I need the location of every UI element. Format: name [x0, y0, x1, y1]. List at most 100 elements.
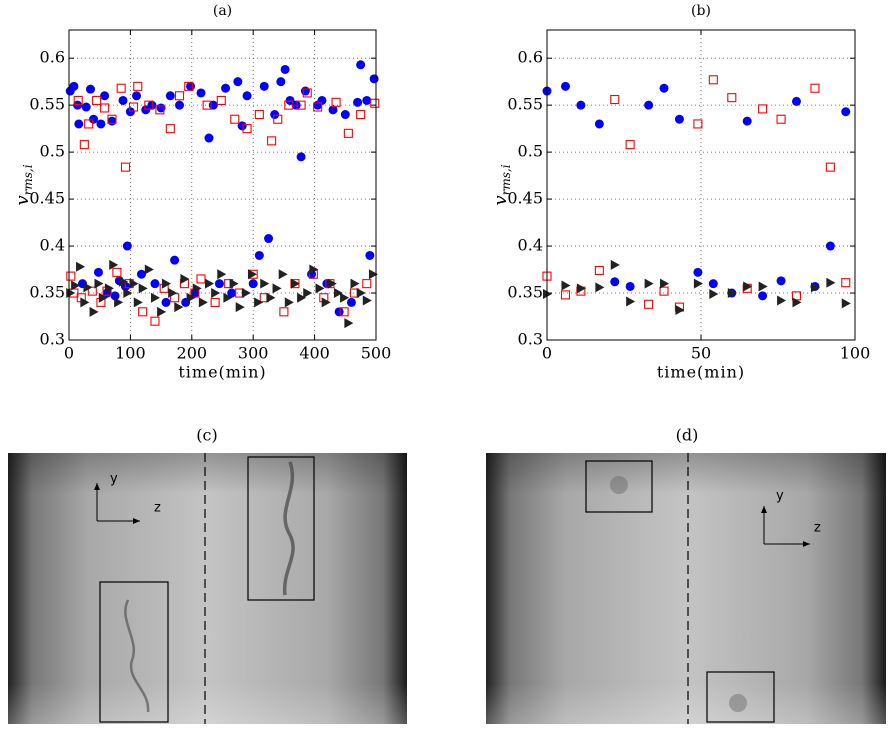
y-axis-subscript: rms,i [499, 164, 513, 195]
y-axis-symbol: v [490, 195, 511, 205]
point [300, 86, 310, 96]
point [210, 297, 220, 307]
point [116, 83, 126, 93]
chart-title: (b) [691, 3, 711, 19]
point [370, 98, 380, 108]
point [353, 97, 363, 107]
point [644, 100, 654, 110]
point [230, 114, 240, 124]
point [675, 304, 685, 315]
point [155, 105, 165, 115]
point [66, 271, 76, 281]
point [276, 77, 286, 87]
point [825, 241, 835, 251]
point [161, 297, 171, 307]
point [259, 81, 269, 91]
point [107, 116, 117, 126]
point [242, 91, 252, 101]
point [144, 100, 154, 110]
point [254, 297, 264, 308]
y-tick-label: 0.35 [29, 283, 65, 302]
point [260, 278, 270, 289]
point [742, 116, 752, 126]
point [296, 100, 306, 110]
point [693, 267, 703, 277]
y-tick-label: 0.55 [507, 95, 543, 114]
point [356, 60, 366, 70]
point [248, 279, 258, 289]
point [758, 291, 768, 301]
point [112, 267, 122, 277]
point [362, 95, 372, 105]
point [674, 114, 684, 124]
point [214, 279, 224, 289]
point [150, 292, 160, 303]
point [211, 288, 221, 299]
point [254, 250, 264, 260]
point [327, 278, 337, 289]
point [315, 283, 325, 294]
point [89, 114, 99, 124]
point [659, 286, 669, 296]
point [644, 278, 654, 289]
point [242, 124, 252, 134]
point [136, 269, 146, 279]
point [104, 283, 114, 294]
point [610, 277, 620, 287]
y-tick-label: 0.4 [518, 236, 543, 255]
point [369, 74, 379, 84]
point [594, 119, 604, 129]
x-tick-label: 0 [542, 344, 552, 363]
point [810, 282, 820, 293]
point [254, 109, 264, 120]
point [340, 110, 350, 120]
point [94, 278, 104, 289]
y-tick-label: 0.45 [507, 189, 543, 208]
point [264, 234, 274, 244]
point [333, 288, 343, 299]
point [561, 280, 571, 291]
point [328, 105, 338, 115]
point [74, 119, 84, 129]
point [291, 100, 301, 110]
point [280, 64, 290, 74]
point [217, 269, 227, 280]
point [810, 83, 820, 93]
point [170, 255, 180, 265]
point [350, 278, 360, 289]
point [186, 81, 196, 91]
point [107, 114, 117, 124]
point [365, 250, 375, 260]
point [290, 278, 300, 289]
point [343, 128, 353, 138]
point [85, 84, 95, 94]
point [693, 119, 703, 129]
point [272, 283, 282, 294]
x-tick-label: 300 [238, 344, 269, 363]
point [339, 307, 349, 317]
point [109, 259, 119, 270]
point [826, 277, 836, 288]
point [92, 95, 102, 106]
point [180, 273, 190, 284]
point [610, 259, 620, 270]
point [625, 140, 635, 150]
point [208, 100, 218, 110]
point [270, 110, 280, 120]
x-tick-label: 50 [691, 344, 711, 363]
point [340, 292, 350, 303]
point [138, 283, 148, 294]
point [83, 282, 93, 293]
point [560, 81, 570, 91]
point [79, 140, 89, 150]
image-d [486, 453, 886, 724]
point [196, 88, 206, 98]
y-tick-label: 0.6 [40, 48, 65, 67]
point [157, 306, 167, 317]
point [313, 102, 323, 112]
point [114, 297, 124, 308]
point [174, 302, 184, 313]
y-tick-label: 0.3 [518, 330, 543, 349]
point [309, 264, 319, 275]
